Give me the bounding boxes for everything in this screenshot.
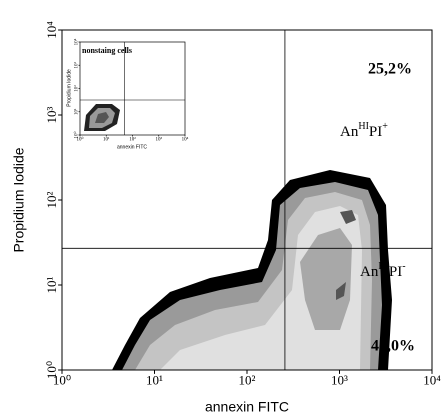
y-tick-label: 10² bbox=[44, 191, 59, 208]
x-tick-label: 10¹ bbox=[146, 373, 163, 388]
label-superscript: - bbox=[402, 261, 405, 272]
y-tick-label: 10¹ bbox=[74, 108, 80, 115]
quadrant-label: AnHIPI- bbox=[360, 261, 406, 280]
y-tick-label: 10¹ bbox=[44, 276, 59, 293]
x-tick-label: 10¹ bbox=[103, 137, 110, 143]
y-tick-label: 10⁴ bbox=[44, 21, 59, 39]
y-axis-title: Propidium Iodide bbox=[11, 147, 27, 252]
contour-5 bbox=[300, 228, 352, 330]
label-superscript: + bbox=[382, 121, 388, 132]
x-tick-label: 10² bbox=[239, 373, 256, 388]
label-text: PI bbox=[369, 124, 382, 140]
x-tick-label: 10³ bbox=[156, 137, 163, 143]
x-tick-label: 10³ bbox=[331, 373, 348, 388]
y-tick-label: 10³ bbox=[44, 106, 59, 123]
quadrant-label: AnHIPI+ bbox=[340, 121, 388, 140]
label-superscript: HI bbox=[378, 261, 389, 272]
label-superscript: HI bbox=[358, 121, 369, 132]
y-tick-label: 10³ bbox=[74, 62, 80, 69]
y-tick-label: 10² bbox=[74, 85, 80, 92]
y-tick-label: 10⁴ bbox=[74, 38, 80, 45]
y-tick-label: 10⁰ bbox=[44, 361, 59, 379]
x-tick-label: 10⁴ bbox=[182, 137, 189, 143]
contour-core-1 bbox=[340, 210, 356, 224]
inset-x-axis-title: annexin FITC bbox=[117, 144, 147, 150]
label-text: An bbox=[360, 264, 379, 280]
label-text: PI bbox=[389, 264, 402, 280]
y-tick-label: 10⁰ bbox=[74, 131, 80, 138]
x-tick-label: 10² bbox=[129, 137, 136, 143]
inset-title: nonstaing cells bbox=[82, 46, 132, 55]
density-contours bbox=[112, 170, 392, 370]
contour-core-2 bbox=[336, 282, 346, 300]
x-tick-label: 10⁴ bbox=[423, 373, 441, 388]
x-axis-title: annexin FITC bbox=[205, 399, 289, 415]
inset-y-axis-title: Propidium Iodide bbox=[66, 69, 72, 107]
percentage-annotation: 25,2% bbox=[368, 61, 412, 78]
inset-contour-inner bbox=[95, 112, 109, 123]
x-tick-label: 10⁰ bbox=[76, 137, 83, 143]
percentage-annotation: 43,0% bbox=[371, 338, 415, 355]
x-tick-label: 10⁰ bbox=[53, 373, 71, 388]
label-text: An bbox=[340, 124, 359, 140]
